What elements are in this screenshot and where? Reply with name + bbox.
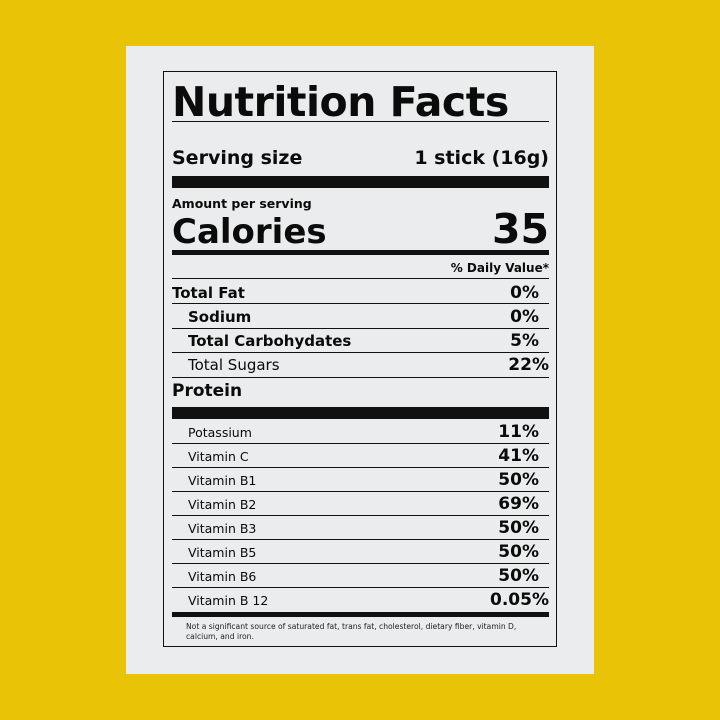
footnote: Not a significant source of saturated fa… bbox=[186, 622, 517, 641]
divider bbox=[172, 491, 549, 492]
medium-divider bbox=[172, 250, 549, 255]
divider bbox=[172, 443, 549, 444]
vitamin-value: 0.05% bbox=[490, 590, 549, 610]
serving-size-value: 1 stick (16g) bbox=[414, 147, 549, 169]
nutrient-row-sodium: Sodium 0% bbox=[172, 307, 549, 327]
label-title: Nutrition Facts bbox=[172, 78, 509, 126]
vitamin-value: 69% bbox=[498, 494, 539, 514]
vitamin-row: Potassium 11% bbox=[172, 422, 549, 442]
vitamin-row: Vitamin B3 50% bbox=[172, 518, 549, 538]
vitamin-value: 41% bbox=[498, 446, 539, 466]
thick-divider bbox=[172, 176, 549, 188]
divider bbox=[172, 377, 549, 378]
divider bbox=[172, 563, 549, 564]
vitamin-value: 50% bbox=[498, 566, 539, 586]
divider bbox=[172, 303, 549, 304]
nutrient-value: 0% bbox=[510, 283, 539, 303]
vitamin-row: Vitamin B2 69% bbox=[172, 494, 549, 514]
vitamin-value: 50% bbox=[498, 518, 539, 538]
vitamin-label: Vitamin B1 bbox=[188, 473, 257, 488]
nutrient-label: Sodium bbox=[188, 308, 252, 326]
protein-label: Protein bbox=[172, 381, 243, 401]
vitamin-row: Vitamin B5 50% bbox=[172, 542, 549, 562]
label-card bbox=[126, 46, 594, 674]
vitamin-label: Potassium bbox=[188, 425, 252, 440]
serving-size-label: Serving size bbox=[172, 147, 303, 169]
vitamin-value: 11% bbox=[498, 422, 539, 442]
calories-label: Calories bbox=[172, 212, 327, 252]
divider bbox=[172, 121, 549, 122]
vitamin-row: Vitamin B 12 0.05% bbox=[172, 590, 549, 610]
nutrient-value: 0% bbox=[510, 307, 539, 327]
amount-per-serving: Amount per serving bbox=[172, 196, 312, 211]
nutrient-label: Total Carbohydates bbox=[188, 332, 352, 350]
vitamin-label: Vitamin B 12 bbox=[188, 593, 269, 608]
nutrient-label: Total Fat bbox=[172, 284, 245, 302]
divider bbox=[172, 328, 549, 329]
calories-row: Calories 35 bbox=[172, 205, 549, 253]
divider bbox=[172, 539, 549, 540]
divider bbox=[172, 352, 549, 353]
vitamin-value: 50% bbox=[498, 470, 539, 490]
vitamin-label: Vitamin B2 bbox=[188, 497, 257, 512]
nutrient-row-carbohydrates: Total Carbohydates 5% bbox=[172, 331, 549, 351]
vitamin-row: Vitamin C 41% bbox=[172, 446, 549, 466]
nutrient-row-total-sugars: Total Sugars 22% bbox=[172, 355, 549, 375]
nutrient-value: 22% bbox=[508, 355, 549, 375]
vitamin-label: Vitamin B5 bbox=[188, 545, 257, 560]
daily-value-header: % Daily Value* bbox=[450, 261, 549, 275]
vitamin-value: 50% bbox=[498, 542, 539, 562]
serving-size-row: Serving size 1 stick (16g) bbox=[172, 147, 549, 169]
nutrient-value: 5% bbox=[510, 331, 539, 351]
divider bbox=[172, 587, 549, 588]
nutrition-facts-label: Nutrition Facts Serving size 1 stick (16… bbox=[163, 71, 557, 647]
divider bbox=[172, 467, 549, 468]
vitamin-label: Vitamin B6 bbox=[188, 569, 257, 584]
vitamin-label: Vitamin B3 bbox=[188, 521, 257, 536]
nutrient-row-total-fat: Total Fat 0% bbox=[172, 283, 549, 303]
vitamin-row: Vitamin B6 50% bbox=[172, 566, 549, 586]
divider bbox=[172, 278, 549, 279]
vitamin-label: Vitamin C bbox=[188, 449, 249, 464]
thick-divider bbox=[172, 407, 549, 419]
nutrient-label: Total Sugars bbox=[188, 356, 280, 374]
medium-divider bbox=[172, 612, 549, 617]
vitamin-row: Vitamin B1 50% bbox=[172, 470, 549, 490]
calories-value: 35 bbox=[491, 205, 549, 253]
divider bbox=[172, 515, 549, 516]
